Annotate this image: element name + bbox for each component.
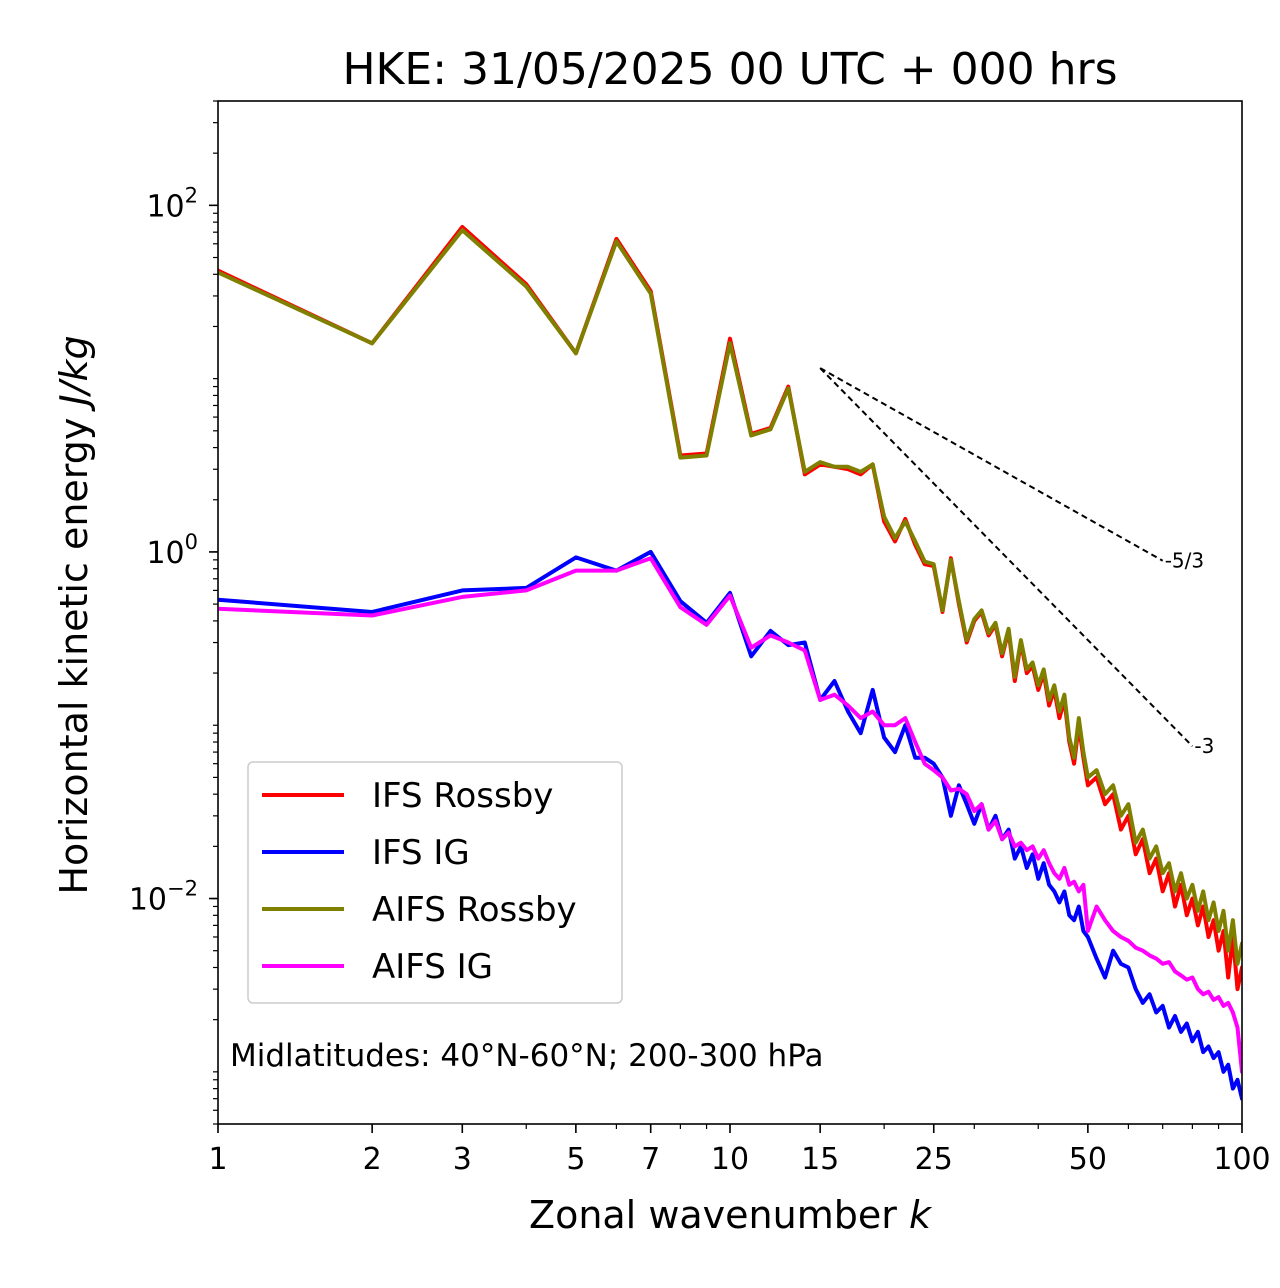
reference-line bbox=[819, 367, 1194, 747]
series-layer bbox=[218, 225, 1242, 1101]
y-tick-label: 100 bbox=[146, 530, 198, 571]
x-tick-label: 50 bbox=[1069, 1142, 1107, 1177]
y-axis-label: Horizontal kinetic energy J/kg bbox=[52, 335, 96, 894]
legend-label: AIFS IG bbox=[372, 947, 493, 987]
series-line-aifs-rossby bbox=[218, 228, 1242, 966]
reference-line-label: -3 bbox=[1194, 734, 1214, 758]
y-tick-label: 10−2 bbox=[129, 877, 198, 918]
legend-label: AIFS Rossby bbox=[372, 890, 577, 930]
y-tick-label: 102 bbox=[146, 183, 198, 224]
y-axis-unit: J/kg bbox=[52, 335, 96, 412]
legend: IFS Rossby IFS IG AIFS Rossby AIFS IG bbox=[247, 761, 623, 1004]
series-line-aifs-ig bbox=[218, 556, 1242, 1074]
legend-label: IFS IG bbox=[372, 833, 470, 873]
x-tick-label: 3 bbox=[453, 1142, 472, 1177]
reference-line-label: -5/3 bbox=[1165, 549, 1204, 573]
reference-slope-lines: -5/3 -3 bbox=[819, 367, 1214, 758]
x-tick-label: 100 bbox=[1213, 1142, 1270, 1177]
x-tick-label: 15 bbox=[801, 1142, 839, 1177]
legend-label: IFS Rossby bbox=[372, 776, 553, 816]
x-tick-label: 7 bbox=[641, 1142, 660, 1177]
x-tick-label: 1 bbox=[208, 1142, 227, 1177]
legend-box bbox=[247, 761, 623, 1004]
chart-title: HKE: 31/05/2025 00 UTC + 000 hrs bbox=[342, 44, 1117, 95]
x-tick-label: 2 bbox=[363, 1142, 382, 1177]
x-axis-label: Zonal wavenumber k bbox=[529, 1193, 933, 1237]
y-axis-ticks: 102 100 10−2 bbox=[129, 100, 218, 1125]
x-tick-label: 25 bbox=[915, 1142, 953, 1177]
x-tick-label: 10 bbox=[711, 1142, 749, 1177]
x-axis-variable: k bbox=[909, 1193, 933, 1237]
x-axis-ticks: 1 2 3 5 7 10 15 25 50 100 bbox=[208, 1124, 1271, 1177]
region-annotation: Midlatitudes: 40°N-60°N; 200-300 hPa bbox=[230, 1038, 824, 1074]
x-tick-label: 5 bbox=[566, 1142, 585, 1177]
reference-line bbox=[819, 367, 1164, 562]
